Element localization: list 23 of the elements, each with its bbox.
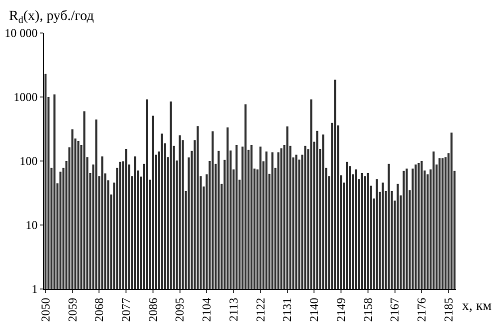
x-tick-label: 2122 [253,298,268,322]
y-tick-label: 10 000 [4,26,38,40]
y-tick-label: 1 [32,282,38,296]
x-tick-label: 2185 [441,298,456,322]
x-tick-label: 2104 [200,298,214,322]
x-tick-label: 2095 [172,298,187,322]
x-tick-label: 2167 [388,298,402,322]
x-tick-label: 2140 [307,298,322,322]
x-tick-label: 2050 [38,298,52,322]
x-tick-label: 2149 [334,298,348,322]
x-tick-label: 2176 [414,298,429,322]
x-axis-title: x, км [462,299,492,314]
x-tick-label: 2068 [92,298,106,322]
x-tick-label: 2131 [280,298,294,322]
x-tick-label: 2158 [360,298,375,322]
y-tick-label: 100 [20,154,38,168]
y-axis-title: R$_{d}$(x), руб./год [9,9,94,26]
x-tick-label: 2113 [226,298,240,322]
x-tick-label: 2086 [146,298,160,322]
x-tick-label: 2059 [65,298,80,322]
y-tick-label: 10 [26,218,38,232]
x-tick-label: 2077 [119,298,133,322]
y-tick-label: 1000 [14,90,38,104]
